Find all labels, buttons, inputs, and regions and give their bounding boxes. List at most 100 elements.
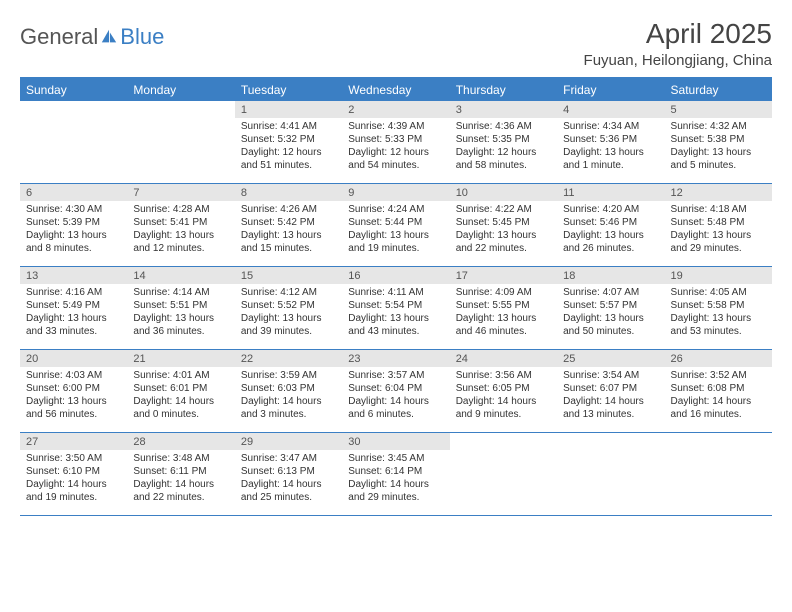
day-cell: 30Sunrise: 3:45 AMSunset: 6:14 PMDayligh… <box>342 433 449 515</box>
day-number: 13 <box>20 267 127 284</box>
day-cell: 7Sunrise: 4:28 AMSunset: 5:41 PMDaylight… <box>127 184 234 266</box>
day-body: Sunrise: 3:57 AMSunset: 6:04 PMDaylight:… <box>342 367 449 425</box>
sunrise-text: Sunrise: 4:09 AM <box>456 286 551 299</box>
logo-text-general: General <box>20 24 98 50</box>
daylight-text: Daylight: 13 hours and 5 minutes. <box>671 146 766 172</box>
weekday-header: Monday <box>127 79 234 101</box>
sunset-text: Sunset: 5:42 PM <box>241 216 336 229</box>
sunrise-text: Sunrise: 4:18 AM <box>671 203 766 216</box>
sunset-text: Sunset: 5:58 PM <box>671 299 766 312</box>
day-cell <box>20 101 127 183</box>
day-number <box>450 433 557 436</box>
day-number: 11 <box>557 184 664 201</box>
daylight-text: Daylight: 13 hours and 15 minutes. <box>241 229 336 255</box>
sunset-text: Sunset: 5:33 PM <box>348 133 443 146</box>
day-cell: 9Sunrise: 4:24 AMSunset: 5:44 PMDaylight… <box>342 184 449 266</box>
sunrise-text: Sunrise: 3:52 AM <box>671 369 766 382</box>
day-cell: 17Sunrise: 4:09 AMSunset: 5:55 PMDayligh… <box>450 267 557 349</box>
sunrise-text: Sunrise: 4:16 AM <box>26 286 121 299</box>
sunset-text: Sunset: 5:46 PM <box>563 216 658 229</box>
day-number: 17 <box>450 267 557 284</box>
sunset-text: Sunset: 5:38 PM <box>671 133 766 146</box>
location: Fuyuan, Heilongjiang, China <box>584 52 772 69</box>
title-block: April 2025 Fuyuan, Heilongjiang, China <box>584 18 772 69</box>
week-row: 20Sunrise: 4:03 AMSunset: 6:00 PMDayligh… <box>20 350 772 433</box>
day-cell: 24Sunrise: 3:56 AMSunset: 6:05 PMDayligh… <box>450 350 557 432</box>
day-cell <box>127 101 234 183</box>
day-body: Sunrise: 4:14 AMSunset: 5:51 PMDaylight:… <box>127 284 234 342</box>
day-cell: 5Sunrise: 4:32 AMSunset: 5:38 PMDaylight… <box>665 101 772 183</box>
day-body: Sunrise: 4:26 AMSunset: 5:42 PMDaylight:… <box>235 201 342 259</box>
day-cell: 3Sunrise: 4:36 AMSunset: 5:35 PMDaylight… <box>450 101 557 183</box>
week-row: 13Sunrise: 4:16 AMSunset: 5:49 PMDayligh… <box>20 267 772 350</box>
sunset-text: Sunset: 6:10 PM <box>26 465 121 478</box>
week-row: 27Sunrise: 3:50 AMSunset: 6:10 PMDayligh… <box>20 433 772 516</box>
sunset-text: Sunset: 5:48 PM <box>671 216 766 229</box>
daylight-text: Daylight: 13 hours and 12 minutes. <box>133 229 228 255</box>
day-number: 7 <box>127 184 234 201</box>
daylight-text: Daylight: 14 hours and 6 minutes. <box>348 395 443 421</box>
day-body: Sunrise: 4:01 AMSunset: 6:01 PMDaylight:… <box>127 367 234 425</box>
day-number <box>127 101 234 104</box>
day-number: 22 <box>235 350 342 367</box>
sunset-text: Sunset: 5:36 PM <box>563 133 658 146</box>
day-cell: 29Sunrise: 3:47 AMSunset: 6:13 PMDayligh… <box>235 433 342 515</box>
weekday-header: Thursday <box>450 79 557 101</box>
daylight-text: Daylight: 12 hours and 51 minutes. <box>241 146 336 172</box>
sunrise-text: Sunrise: 4:39 AM <box>348 120 443 133</box>
day-number: 5 <box>665 101 772 118</box>
day-body: Sunrise: 4:32 AMSunset: 5:38 PMDaylight:… <box>665 118 772 176</box>
day-body: Sunrise: 4:03 AMSunset: 6:00 PMDaylight:… <box>20 367 127 425</box>
daylight-text: Daylight: 13 hours and 50 minutes. <box>563 312 658 338</box>
sunset-text: Sunset: 6:08 PM <box>671 382 766 395</box>
day-cell: 23Sunrise: 3:57 AMSunset: 6:04 PMDayligh… <box>342 350 449 432</box>
sunset-text: Sunset: 5:52 PM <box>241 299 336 312</box>
weekday-header: Saturday <box>665 79 772 101</box>
day-body: Sunrise: 4:30 AMSunset: 5:39 PMDaylight:… <box>20 201 127 259</box>
sunrise-text: Sunrise: 4:22 AM <box>456 203 551 216</box>
day-cell: 16Sunrise: 4:11 AMSunset: 5:54 PMDayligh… <box>342 267 449 349</box>
sunrise-text: Sunrise: 4:14 AM <box>133 286 228 299</box>
day-body: Sunrise: 3:47 AMSunset: 6:13 PMDaylight:… <box>235 450 342 508</box>
day-cell: 2Sunrise: 4:39 AMSunset: 5:33 PMDaylight… <box>342 101 449 183</box>
sunrise-text: Sunrise: 4:11 AM <box>348 286 443 299</box>
day-number: 30 <box>342 433 449 450</box>
day-body: Sunrise: 3:50 AMSunset: 6:10 PMDaylight:… <box>20 450 127 508</box>
day-number: 9 <box>342 184 449 201</box>
daylight-text: Daylight: 14 hours and 13 minutes. <box>563 395 658 421</box>
day-cell: 21Sunrise: 4:01 AMSunset: 6:01 PMDayligh… <box>127 350 234 432</box>
daylight-text: Daylight: 12 hours and 58 minutes. <box>456 146 551 172</box>
day-body: Sunrise: 4:07 AMSunset: 5:57 PMDaylight:… <box>557 284 664 342</box>
day-body: Sunrise: 3:45 AMSunset: 6:14 PMDaylight:… <box>342 450 449 508</box>
sunset-text: Sunset: 5:45 PM <box>456 216 551 229</box>
daylight-text: Daylight: 13 hours and 19 minutes. <box>348 229 443 255</box>
day-number: 3 <box>450 101 557 118</box>
day-number: 12 <box>665 184 772 201</box>
sunset-text: Sunset: 6:11 PM <box>133 465 228 478</box>
daylight-text: Daylight: 14 hours and 29 minutes. <box>348 478 443 504</box>
day-cell: 22Sunrise: 3:59 AMSunset: 6:03 PMDayligh… <box>235 350 342 432</box>
day-number: 14 <box>127 267 234 284</box>
day-body: Sunrise: 3:48 AMSunset: 6:11 PMDaylight:… <box>127 450 234 508</box>
day-number: 26 <box>665 350 772 367</box>
sunrise-text: Sunrise: 4:12 AM <box>241 286 336 299</box>
day-body: Sunrise: 3:52 AMSunset: 6:08 PMDaylight:… <box>665 367 772 425</box>
day-cell: 19Sunrise: 4:05 AMSunset: 5:58 PMDayligh… <box>665 267 772 349</box>
day-cell: 11Sunrise: 4:20 AMSunset: 5:46 PMDayligh… <box>557 184 664 266</box>
day-number: 4 <box>557 101 664 118</box>
sunrise-text: Sunrise: 4:20 AM <box>563 203 658 216</box>
day-number: 16 <box>342 267 449 284</box>
sunrise-text: Sunrise: 4:41 AM <box>241 120 336 133</box>
day-number: 8 <box>235 184 342 201</box>
daylight-text: Daylight: 13 hours and 56 minutes. <box>26 395 121 421</box>
day-cell: 18Sunrise: 4:07 AMSunset: 5:57 PMDayligh… <box>557 267 664 349</box>
daylight-text: Daylight: 13 hours and 8 minutes. <box>26 229 121 255</box>
day-body: Sunrise: 3:59 AMSunset: 6:03 PMDaylight:… <box>235 367 342 425</box>
day-number <box>20 101 127 104</box>
sunrise-text: Sunrise: 3:56 AM <box>456 369 551 382</box>
sunset-text: Sunset: 6:14 PM <box>348 465 443 478</box>
day-number: 28 <box>127 433 234 450</box>
sunrise-text: Sunrise: 4:05 AM <box>671 286 766 299</box>
day-body: Sunrise: 4:09 AMSunset: 5:55 PMDaylight:… <box>450 284 557 342</box>
day-cell: 26Sunrise: 3:52 AMSunset: 6:08 PMDayligh… <box>665 350 772 432</box>
